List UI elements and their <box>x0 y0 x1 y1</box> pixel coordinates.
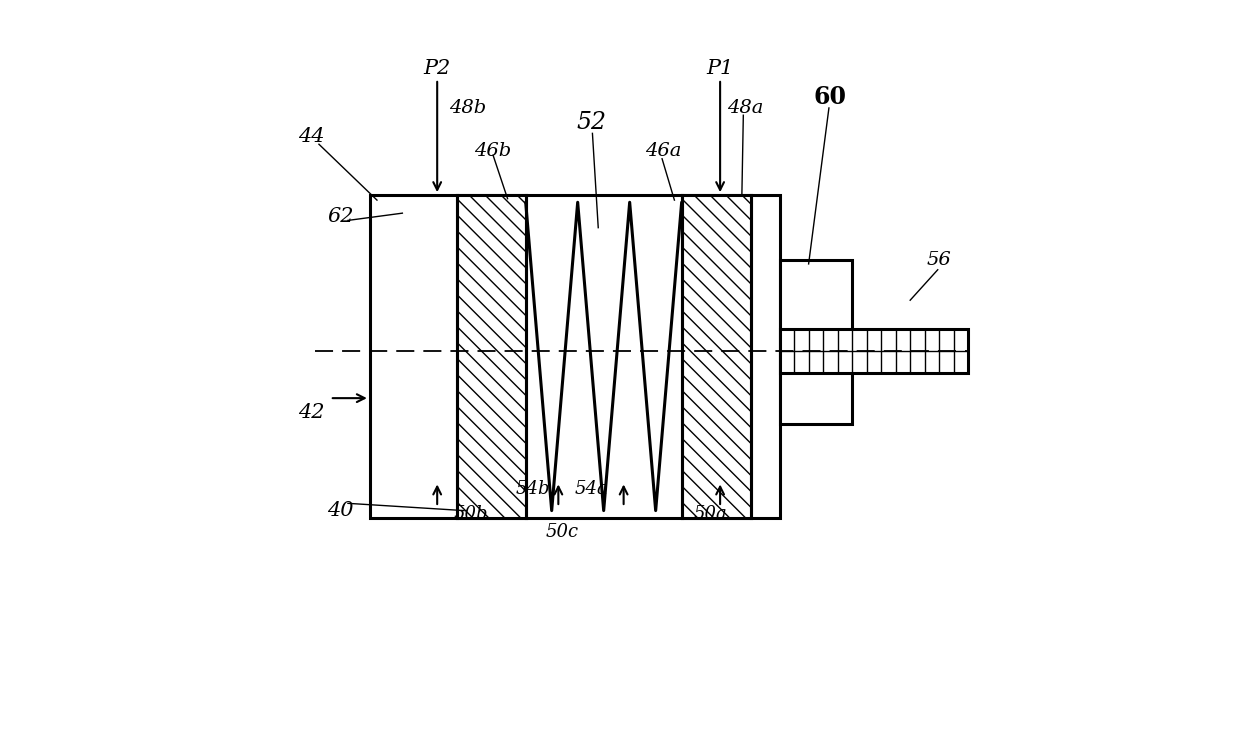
Text: P1: P1 <box>707 58 734 77</box>
Text: 56: 56 <box>926 251 951 269</box>
Bar <box>780 260 852 423</box>
Text: 48a: 48a <box>727 99 763 117</box>
Text: 42: 42 <box>299 404 325 423</box>
Bar <box>780 329 968 373</box>
Text: 50c: 50c <box>546 523 579 542</box>
Text: P2: P2 <box>424 58 451 77</box>
Text: 52: 52 <box>577 111 606 134</box>
Text: 40: 40 <box>327 501 353 520</box>
Text: 48b: 48b <box>449 99 486 117</box>
Text: 44: 44 <box>299 127 325 146</box>
Text: 62: 62 <box>327 208 353 227</box>
Text: 54b: 54b <box>516 480 551 498</box>
Text: 60: 60 <box>813 85 847 109</box>
Bar <box>456 195 526 518</box>
Text: 50a: 50a <box>694 505 728 523</box>
Text: 50b: 50b <box>454 505 489 523</box>
Bar <box>370 195 780 518</box>
Text: 46b: 46b <box>475 143 512 161</box>
Bar <box>682 195 750 518</box>
Text: 46a: 46a <box>645 143 682 161</box>
Text: 54a: 54a <box>574 480 608 498</box>
